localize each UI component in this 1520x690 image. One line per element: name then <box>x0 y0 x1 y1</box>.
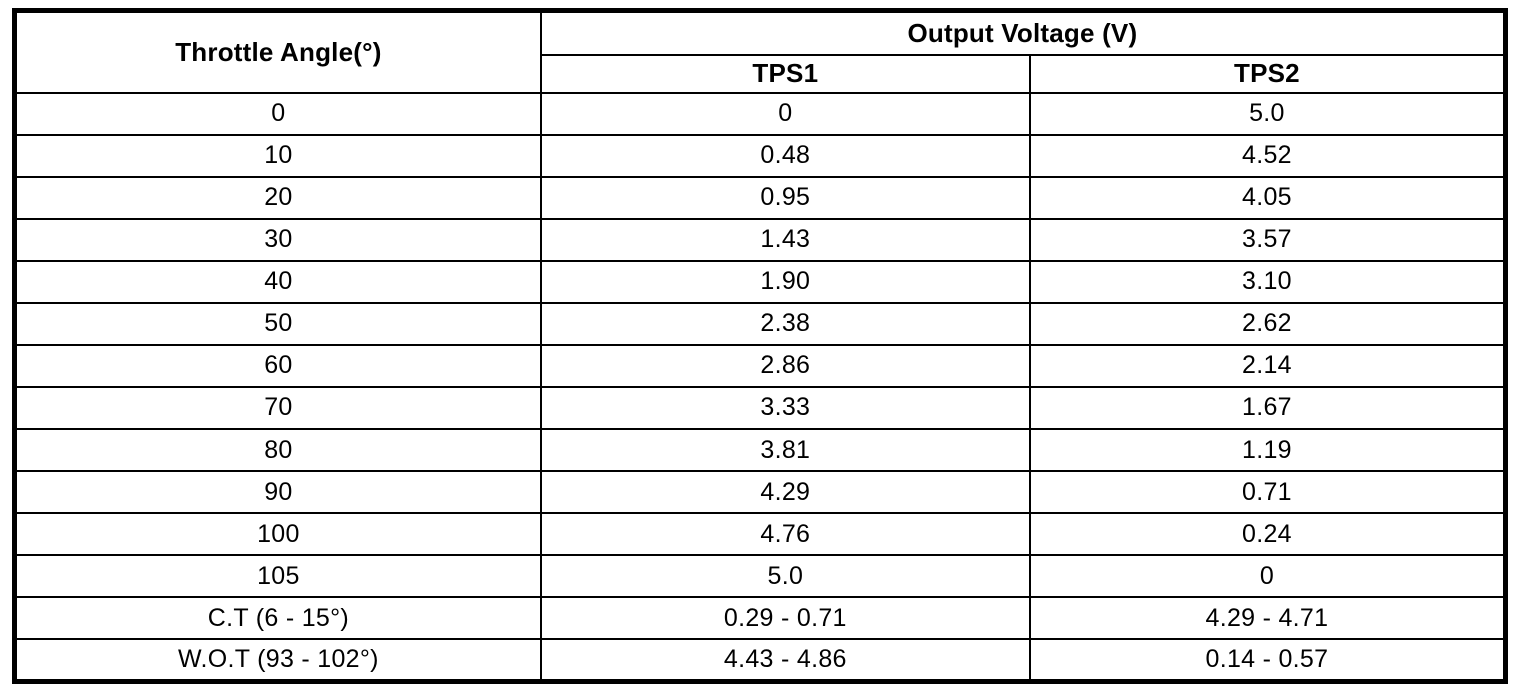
table-row: C.T (6 - 15°) 0.29 - 0.71 4.29 - 4.71 <box>13 596 1507 641</box>
angle-cell: W.O.T (93 - 102°) <box>13 638 542 683</box>
angle-cell: 20 <box>13 175 542 220</box>
angle-cell: 80 <box>13 427 542 473</box>
tps1-cell: 4.29 <box>539 470 1031 515</box>
tps1-cell: 2.38 <box>539 301 1031 346</box>
header-row-1: Throttle Angle(°) Output Voltage (V) <box>13 9 1507 94</box>
header-row-2: TPS1 TPS2 <box>15 53 1507 94</box>
table-row: 10 0.48 4.52 <box>13 133 1507 178</box>
tps1-cell: 5.0 <box>539 554 1031 599</box>
table-row: 100 4.76 0.24 <box>13 512 1507 557</box>
tps2-cell: 0 <box>1028 554 1507 599</box>
tps1-cell: 0.48 <box>539 133 1031 178</box>
angle-cell: 40 <box>13 259 542 304</box>
table-row: 60 2.86 2.14 <box>13 343 1507 388</box>
output-voltage-group-header: Output Voltage (V) <box>539 9 1507 56</box>
tps1-cell: 3.81 <box>539 427 1031 473</box>
tps1-cell: 4.76 <box>539 512 1031 557</box>
table-row: 40 1.90 3.10 <box>13 259 1507 304</box>
table-row: 0 0 5.0 <box>13 91 1507 136</box>
tps2-cell: 1.67 <box>1028 385 1507 431</box>
table-row: 90 4.29 0.71 <box>13 470 1507 515</box>
tps2-cell: 2.62 <box>1028 301 1507 346</box>
tps2-cell: 2.14 <box>1028 343 1507 388</box>
tps1-cell: 2.86 <box>539 343 1031 388</box>
tps1-cell: 0.95 <box>539 175 1031 220</box>
table-row: 105 5.0 0 <box>13 554 1507 599</box>
angle-cell: 100 <box>13 512 542 557</box>
tps1-cell: 1.90 <box>539 259 1031 304</box>
tps1-column-header: TPS1 <box>539 53 1031 94</box>
tps2-cell: 0.14 - 0.57 <box>1028 638 1507 683</box>
table-row: 20 0.95 4.05 <box>13 175 1507 220</box>
table-row: 50 2.38 2.62 <box>13 301 1507 346</box>
tps1-cell: 1.43 <box>539 217 1031 262</box>
tps2-cell: 4.29 - 4.71 <box>1028 596 1507 641</box>
tps2-cell: 0.24 <box>1028 512 1507 557</box>
tps1-cell: 3.33 <box>539 385 1031 431</box>
table-row: 80 3.81 1.19 <box>13 427 1507 473</box>
tps1-cell: 0.29 - 0.71 <box>539 596 1031 641</box>
tps2-cell: 4.05 <box>1028 175 1507 220</box>
tps2-cell: 3.10 <box>1028 259 1507 304</box>
tps2-cell: 4.52 <box>1028 133 1507 178</box>
angle-cell: 0 <box>13 91 542 136</box>
table-row: W.O.T (93 - 102°) 4.43 - 4.86 0.14 - 0.57 <box>13 638 1507 683</box>
angle-cell: C.T (6 - 15°) <box>13 596 542 641</box>
angle-cell: 90 <box>13 470 542 515</box>
tps1-cell: 0 <box>539 91 1031 136</box>
table-row: 70 3.33 1.67 <box>13 385 1507 431</box>
tps2-cell: 3.57 <box>1028 217 1507 262</box>
tps2-cell: 5.0 <box>1028 91 1507 136</box>
tps2-cell: 0.71 <box>1028 470 1507 515</box>
table-row: 30 1.43 3.57 <box>13 217 1507 262</box>
table-body: 0 0 5.0 10 0.48 4.52 20 0.95 4.05 30 1.43 3.57 40 1.9… <box>13 91 1507 683</box>
angle-cell: 105 <box>13 554 542 599</box>
angle-cell: 50 <box>13 301 542 346</box>
angle-cell: 60 <box>13 343 542 388</box>
throttle-angle-header: Throttle Angle(°) <box>13 9 542 94</box>
angle-cell: 10 <box>13 133 542 178</box>
tps-voltage-table: Throttle Angle(°) Output Voltage (V) TPS… <box>12 8 1508 684</box>
tps2-column-header: TPS2 <box>1028 53 1507 94</box>
angle-cell: 70 <box>13 385 542 431</box>
tps2-cell: 1.19 <box>1028 427 1507 473</box>
tps1-cell: 4.43 - 4.86 <box>539 638 1031 683</box>
angle-cell: 30 <box>13 217 542 262</box>
table-header: Throttle Angle(°) Output Voltage (V) TPS… <box>13 9 1507 94</box>
